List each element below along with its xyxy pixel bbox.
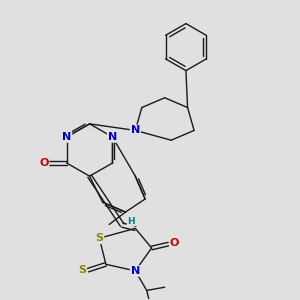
Text: N: N (131, 266, 140, 276)
Text: N: N (108, 132, 117, 142)
Text: O: O (39, 158, 49, 168)
Text: S: S (78, 265, 86, 275)
Text: H: H (128, 217, 135, 226)
Text: O: O (170, 238, 179, 248)
Text: N: N (131, 125, 140, 135)
Text: N: N (62, 132, 71, 142)
Text: S: S (95, 233, 104, 243)
